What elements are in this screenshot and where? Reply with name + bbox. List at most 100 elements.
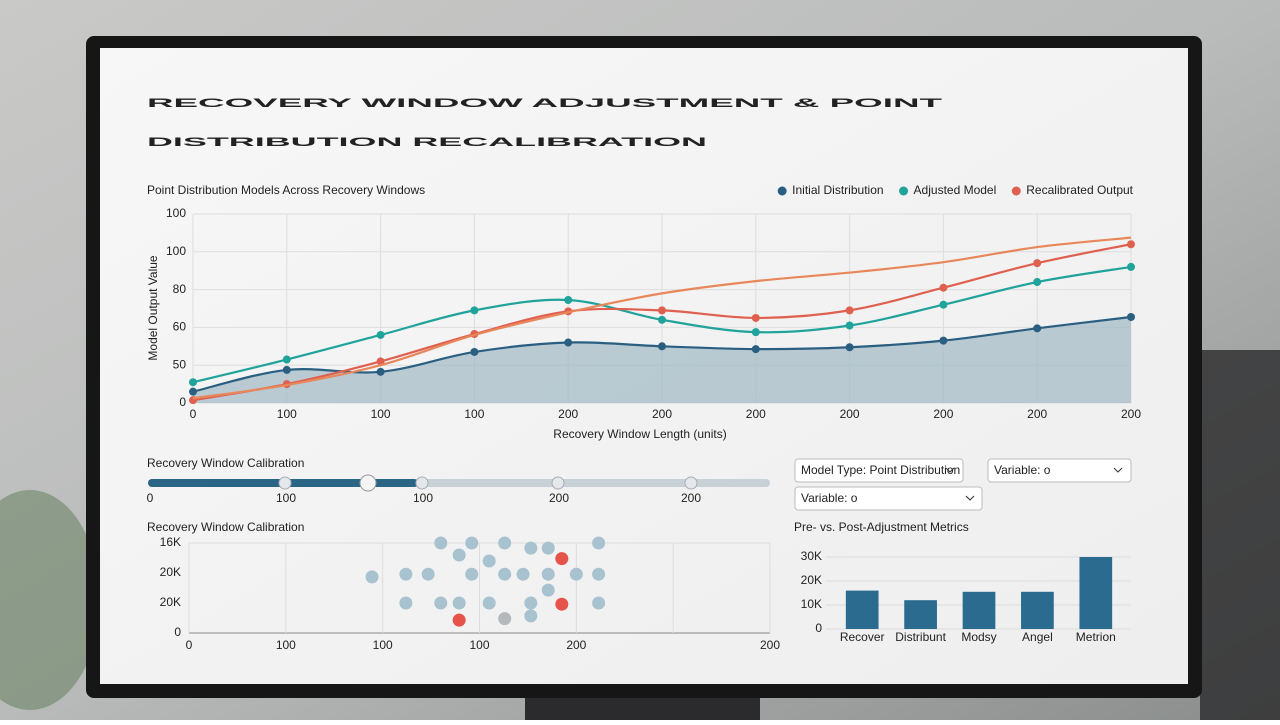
y-tick-label: 0 — [174, 625, 181, 639]
point — [541, 583, 555, 597]
bar — [1079, 557, 1113, 629]
x-tick-label: Recover — [840, 630, 885, 644]
y-tick-label: 20K — [160, 565, 181, 579]
point — [592, 596, 606, 610]
point — [376, 330, 385, 339]
x-tick-label: 200 — [1027, 407, 1047, 421]
point — [569, 567, 583, 581]
dropdown[interactable] — [987, 458, 1132, 483]
x-tick-label: 200 — [558, 407, 578, 421]
point — [189, 378, 197, 387]
point — [564, 338, 573, 347]
point — [592, 567, 606, 581]
point — [434, 596, 448, 610]
y-tick-label: 60 — [173, 320, 187, 334]
x-axis-title: Recovery Window Length (units) — [553, 427, 726, 441]
point — [365, 570, 379, 584]
x-tick-label: 200 — [566, 638, 586, 652]
x-tick-label: 100 — [373, 638, 393, 652]
legend-label: Adjusted Model — [914, 183, 997, 197]
point — [498, 567, 512, 581]
point — [1033, 324, 1042, 333]
slider-tick-label: 0 — [147, 491, 154, 505]
legend-label: Recalibrated Output — [1026, 183, 1133, 197]
page-title: RECOVERY WINDOW ADJUSTMENT & POINT — [147, 96, 944, 110]
point — [434, 536, 448, 550]
point — [452, 548, 466, 562]
slider-thumb[interactable] — [359, 474, 377, 492]
point — [751, 328, 760, 337]
point — [1127, 240, 1135, 249]
dropdown[interactable] — [794, 458, 964, 483]
x-tick-label: 100 — [276, 638, 296, 652]
chart-title: Point Distribution Models Across Recover… — [147, 183, 425, 197]
point — [1127, 262, 1135, 271]
point — [1033, 278, 1042, 287]
point — [751, 345, 760, 354]
slider-stop[interactable] — [415, 476, 429, 490]
chart-title: Recovery Window Calibration — [147, 520, 304, 534]
point — [282, 355, 291, 364]
x-tick-label: 0 — [186, 638, 193, 652]
point — [658, 342, 666, 351]
point — [498, 612, 512, 626]
dropdown-text: Model Type: Point Distribution — [801, 463, 960, 477]
chart-title: Pre- vs. Post-Adjustment Metrics — [794, 520, 969, 534]
point — [482, 554, 496, 568]
dropdown-caret — [945, 467, 955, 473]
y-tick-label: 20K — [160, 595, 181, 609]
dropdown-caret — [965, 495, 975, 501]
bar — [962, 591, 996, 629]
x-tick-label: 100 — [464, 407, 484, 421]
x-tick-label: 100 — [469, 638, 489, 652]
point — [498, 536, 512, 550]
y-tick-label: 16K — [160, 535, 181, 549]
x-tick-label: 200 — [746, 407, 766, 421]
slider-stop[interactable] — [551, 476, 565, 490]
point — [658, 306, 666, 315]
point — [555, 552, 569, 566]
point — [751, 313, 760, 322]
point — [658, 315, 666, 324]
slider-label: Recovery Window Calibration — [147, 456, 304, 470]
y-tick-label: 30K — [801, 549, 822, 563]
x-tick-label: 200 — [652, 407, 672, 421]
x-tick-label: 0 — [190, 407, 197, 421]
legend-swatch — [899, 186, 909, 196]
x-tick-label: 200 — [760, 638, 780, 652]
point — [524, 609, 538, 623]
point — [399, 567, 413, 581]
dropdown[interactable] — [794, 486, 983, 511]
point — [564, 295, 573, 304]
slider-tick-label: 200 — [681, 491, 701, 505]
slider-stop[interactable] — [278, 476, 292, 490]
x-tick-label: 200 — [933, 407, 953, 421]
area — [193, 317, 1131, 403]
background-object — [1200, 350, 1280, 720]
point — [282, 365, 291, 374]
point — [541, 541, 555, 555]
y-tick-label: 20K — [801, 573, 822, 587]
y-tick-label: 0 — [815, 621, 822, 635]
point — [1033, 259, 1042, 268]
y-tick-label: 100 — [166, 206, 186, 220]
point — [555, 597, 569, 611]
page-title: DISTRIBUTION RECALIBRATION — [147, 135, 707, 149]
point — [465, 536, 479, 550]
x-tick-label: Modsy — [961, 630, 996, 644]
point — [465, 567, 479, 581]
y-tick-label: 0 — [179, 395, 186, 409]
y-tick-label: 100 — [166, 244, 186, 258]
slider-stop[interactable] — [684, 476, 698, 490]
point — [482, 596, 496, 610]
bar — [845, 590, 879, 629]
x-tick-label: 100 — [277, 407, 297, 421]
point — [452, 613, 466, 627]
point — [524, 541, 538, 555]
slider-tick-label: 200 — [549, 491, 569, 505]
point — [845, 306, 854, 315]
y-tick-label: 80 — [173, 282, 187, 296]
point — [939, 336, 948, 345]
dropdown-text: Variable: o — [801, 491, 858, 505]
